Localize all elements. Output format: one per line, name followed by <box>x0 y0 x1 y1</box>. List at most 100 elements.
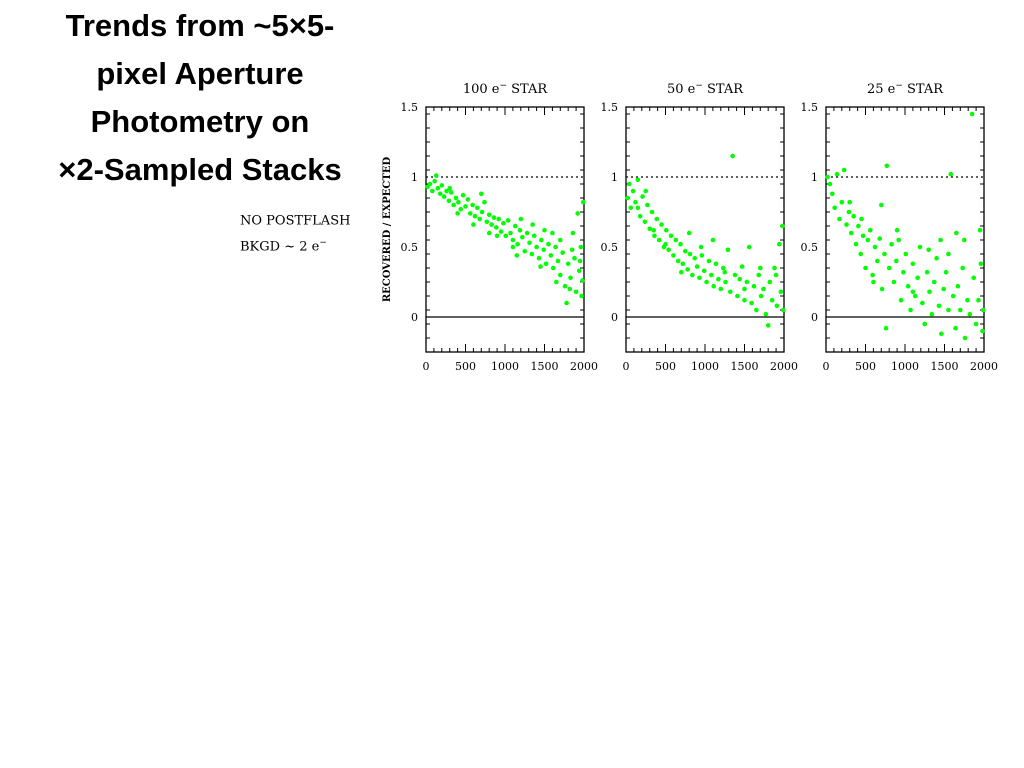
data-point <box>573 289 579 295</box>
plot-frame <box>825 106 985 353</box>
data-point <box>433 173 439 178</box>
slide-title-line-1: Trends from ~5×5- <box>65 8 335 43</box>
data-point <box>527 240 532 246</box>
data-point <box>534 244 539 250</box>
note-line-background: BKGD ~ 2 e− <box>240 232 350 258</box>
panel-title: 100 e− STAR <box>463 81 549 97</box>
slide-title-line-3: Photometry on <box>90 104 310 139</box>
data-point <box>924 269 930 275</box>
y-tick-label: 1 <box>611 171 618 184</box>
data-point <box>867 227 873 233</box>
panel-title-main: 50 e <box>667 82 696 97</box>
data-point <box>635 177 641 183</box>
data-point <box>645 202 650 208</box>
data-point <box>946 251 951 257</box>
data-point <box>505 218 511 223</box>
data-point <box>965 297 970 303</box>
data-point <box>651 227 656 233</box>
data-point <box>954 230 959 236</box>
x-tick-label: 0 <box>423 360 430 373</box>
data-point <box>647 226 652 232</box>
data-point <box>704 279 709 285</box>
data-point <box>577 258 583 264</box>
data-point <box>976 297 981 303</box>
data-point <box>943 269 949 275</box>
data-point <box>713 261 719 267</box>
data-point <box>578 244 584 250</box>
data-point <box>539 237 544 243</box>
data-point <box>542 227 547 233</box>
data-point <box>456 199 461 205</box>
data-point <box>927 289 932 295</box>
data-point <box>908 307 913 313</box>
data-point <box>967 311 973 317</box>
data-point <box>780 307 786 313</box>
data-point <box>917 244 923 250</box>
data-point <box>903 251 909 257</box>
data-point <box>847 199 852 205</box>
data-point <box>572 255 577 261</box>
data-point <box>872 244 878 250</box>
y-tick-label: 1 <box>811 171 818 184</box>
x-tick-label: 500 <box>655 360 676 373</box>
data-point <box>479 209 485 215</box>
data-point <box>625 195 630 201</box>
data-point <box>567 286 573 292</box>
x-tick-label: 500 <box>855 360 876 373</box>
data-point <box>538 264 543 269</box>
data-point <box>503 233 509 239</box>
data-point <box>663 241 668 247</box>
y-tick-label: 1 <box>411 171 418 184</box>
data-point <box>730 153 735 159</box>
data-point <box>879 202 884 208</box>
data-point <box>467 211 473 216</box>
data-point <box>692 255 698 261</box>
data-point <box>531 233 537 239</box>
data-point <box>536 255 542 261</box>
data-point <box>558 237 563 243</box>
data-point <box>756 272 762 278</box>
data-point <box>865 237 871 243</box>
data-point <box>430 188 435 194</box>
y-tick-label: 0 <box>611 311 618 324</box>
data-point <box>962 335 968 341</box>
data-point <box>687 251 693 257</box>
data-point <box>744 279 750 285</box>
data-point <box>508 230 513 236</box>
data-point <box>920 300 925 306</box>
data-point <box>470 202 475 208</box>
data-point <box>698 244 704 250</box>
data-point <box>697 275 702 281</box>
data-point <box>955 283 961 289</box>
data-point <box>778 289 784 295</box>
data-point <box>558 272 563 278</box>
data-point <box>870 272 875 278</box>
data-point <box>570 230 576 236</box>
data-point <box>543 261 549 267</box>
data-point <box>510 237 516 243</box>
data-point <box>727 289 733 295</box>
data-point <box>858 251 864 257</box>
data-point <box>472 213 478 219</box>
data-point <box>732 272 738 278</box>
panel-title-sup: − <box>695 81 703 91</box>
data-point <box>718 286 724 292</box>
data-point <box>841 167 847 173</box>
data-point <box>894 258 899 264</box>
data-point <box>652 233 657 239</box>
data-point <box>520 234 525 240</box>
data-point <box>934 255 939 261</box>
data-point <box>685 267 690 272</box>
data-point <box>720 265 726 271</box>
panel-title-main: 100 e <box>463 82 500 97</box>
x-tick-label: 1500 <box>531 360 559 373</box>
data-point <box>711 283 716 289</box>
data-point <box>758 293 764 299</box>
data-point <box>973 321 979 327</box>
data-point <box>663 227 669 233</box>
data-point <box>569 247 575 253</box>
data-point <box>576 268 582 274</box>
data-point <box>941 286 947 292</box>
data-point <box>489 222 494 227</box>
data-point <box>936 303 942 309</box>
